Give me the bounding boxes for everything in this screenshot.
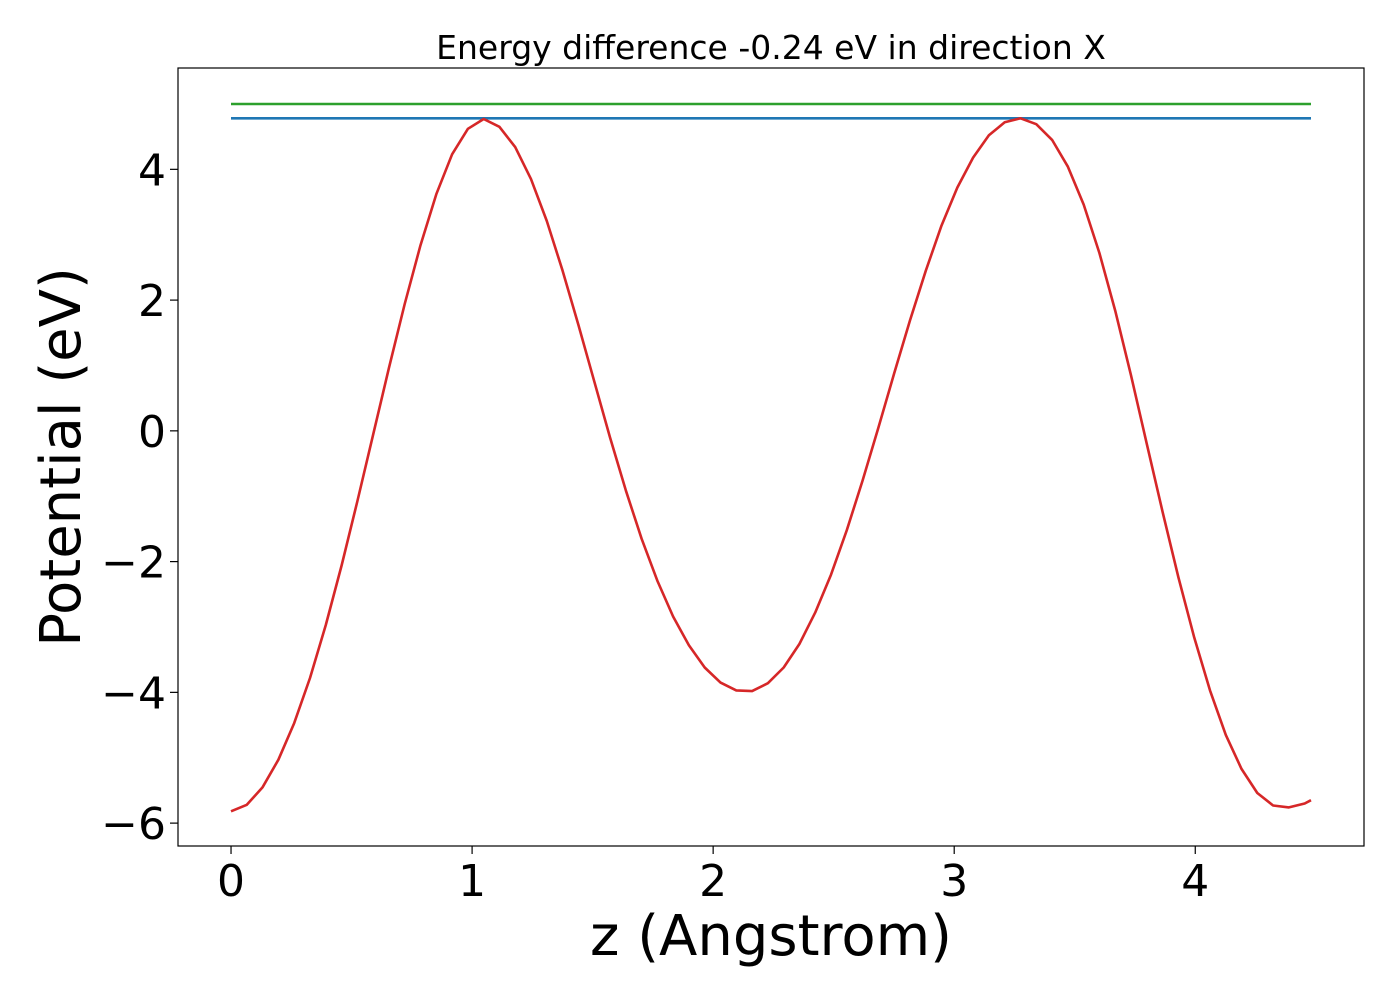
y-tick-label: 4 xyxy=(138,145,166,196)
y-axis: −6 −4 −2 0 2 4 xyxy=(101,145,178,850)
y-tick-label: 2 xyxy=(138,276,166,327)
x-tick-label: 2 xyxy=(699,856,727,907)
x-tick-label: 4 xyxy=(1181,856,1209,907)
plot-area xyxy=(230,102,1312,813)
x-tick-label: 0 xyxy=(217,856,245,907)
y-tick-label: 0 xyxy=(138,407,166,458)
chart-title: Energy difference -0.24 eV in direction … xyxy=(436,28,1106,67)
series-line-3 xyxy=(230,117,1312,813)
x-tick-label: 1 xyxy=(458,856,486,907)
x-tick-label: 3 xyxy=(940,856,968,907)
x-axis-label: z (Angstrom) xyxy=(590,904,952,969)
x-axis: 0 1 2 3 4 xyxy=(217,846,1209,907)
y-axis-label: Potential (eV) xyxy=(29,267,94,647)
plot-frame xyxy=(177,67,1365,847)
y-tick-label: −4 xyxy=(101,668,166,719)
y-tick-label: −2 xyxy=(101,538,166,589)
y-tick-label: −6 xyxy=(101,799,166,850)
